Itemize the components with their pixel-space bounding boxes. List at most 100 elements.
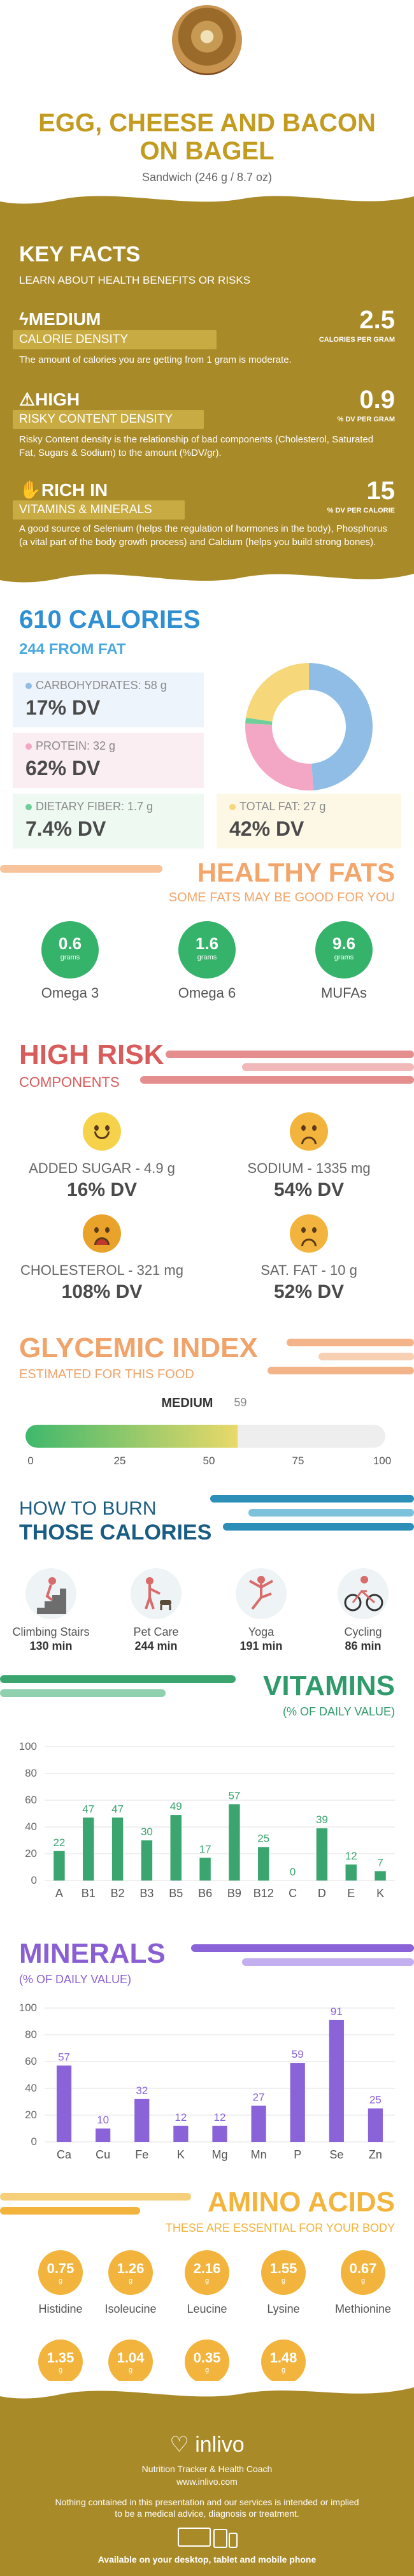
mineral-value-Mg: 12 bbox=[214, 2111, 226, 2123]
vitamin-bar-B2 bbox=[111, 1817, 124, 1881]
amino-circle-isoleucine: 1.26 g bbox=[108, 2250, 153, 2295]
vitamin-bar-K bbox=[375, 1871, 386, 1881]
mineral-ytick-1: 20 bbox=[25, 2109, 37, 2121]
burn-stripe-2 bbox=[248, 1509, 414, 1517]
gly-stripe-2 bbox=[318, 1353, 414, 1360]
gly-stripe-3 bbox=[268, 1367, 414, 1374]
happy-face-icon bbox=[83, 1112, 121, 1151]
carbohydrates-dv: 17% DV bbox=[25, 696, 101, 719]
wave-bottom-decoration bbox=[0, 561, 414, 583]
amino-label-isoleucine: Isoleucine bbox=[104, 2303, 157, 2315]
mineral-bar-Se bbox=[329, 2019, 344, 2142]
minerals-title: MINERALS bbox=[19, 1938, 166, 1969]
mineral-value-Cu: 10 bbox=[97, 2114, 109, 2126]
vitamins-minerals-unit: % DV PER CALORIE bbox=[327, 507, 395, 514]
risky-content-value: 0.9 bbox=[359, 386, 395, 414]
risky-content-description: Risky Content density is the relationshi… bbox=[19, 434, 374, 458]
vitamin-bar-D bbox=[316, 1828, 328, 1881]
mineral-bar-P bbox=[290, 2063, 305, 2142]
vitamins-minerals-label: VITAMINS & MINERALS bbox=[19, 503, 152, 516]
footer-disclaimer-2: to be a medical advice, diagnosis or tre… bbox=[115, 2508, 299, 2519]
vitamin-bar-B5 bbox=[170, 1815, 182, 1881]
mineral-bar-Mn bbox=[251, 2106, 266, 2142]
amino-circle-methionine: 0.67 g bbox=[341, 2250, 385, 2295]
key-facts-subtitle: LEARN ABOUT HEALTH BENEFITS OR RISKS bbox=[19, 274, 251, 286]
vitamin-value-B2: 47 bbox=[111, 1803, 124, 1815]
dog-walk-icon bbox=[131, 1568, 182, 1619]
calories-from-fat: 244 FROM FAT bbox=[19, 641, 126, 658]
yoga-time: 191 min bbox=[239, 1640, 283, 1652]
vitamins-minerals-level: ✋RICH IN bbox=[19, 480, 108, 500]
mufas-label: MUFAs bbox=[320, 985, 368, 1001]
amino-stripe-1 bbox=[0, 2193, 191, 2201]
amino-subtitle: THESE ARE ESSENTIAL FOR YOUR BODY bbox=[165, 2222, 395, 2234]
mineral-xtick-P: P bbox=[294, 2148, 301, 2161]
vitamins-subtitle: (% OF DAILY VALUE) bbox=[282, 1705, 395, 1718]
mineral-xtick-K: K bbox=[177, 2148, 185, 2161]
amino-circle-phenylalanine: 1.35 g bbox=[38, 2340, 83, 2384]
calorie-density-label: CALORIE DENSITY bbox=[19, 333, 129, 346]
total-fat-dv: 42% DV bbox=[229, 817, 304, 840]
mineral-value-Fe: 32 bbox=[136, 2085, 148, 2097]
mineral-value-Se: 91 bbox=[331, 2005, 343, 2018]
stairs-icon bbox=[25, 1568, 76, 1619]
risky-content-band bbox=[13, 410, 204, 429]
min-stripe-1 bbox=[191, 1944, 414, 1952]
risk-stripe-3 bbox=[140, 1076, 414, 1084]
devices-icon bbox=[172, 2524, 242, 2550]
high-risk-subtitle: COMPONENTS bbox=[19, 1074, 120, 1090]
footer-tagline: Nutrition Tracker & Health Coach bbox=[141, 2464, 273, 2474]
calorie-density-value: 2.5 bbox=[359, 306, 395, 334]
mineral-xtick-Zn: Zn bbox=[369, 2148, 382, 2161]
donut-slice-0 bbox=[309, 663, 373, 790]
amino-circle-lysine: 1.55 g bbox=[261, 2250, 306, 2295]
macros-donut-chart bbox=[245, 663, 373, 790]
risky-content-unit: % DV PER GRAM bbox=[337, 416, 395, 423]
sad-face-icon-2 bbox=[290, 1214, 328, 1253]
risky-content-label: RISKY CONTENT DENSITY bbox=[19, 412, 173, 426]
vitamins-minerals-value: 15 bbox=[366, 477, 396, 505]
vit-stripe-1 bbox=[0, 1675, 236, 1683]
vitamin-ytick-2: 40 bbox=[25, 1821, 37, 1833]
mineral-value-Ca: 57 bbox=[58, 2051, 70, 2063]
calories-section: 610 CALORIES 244 FROM FAT CARBOHYDRATES:… bbox=[0, 606, 414, 848]
risk-stripe-1 bbox=[166, 1051, 414, 1058]
amino-title: AMINO ACIDS bbox=[207, 2187, 395, 2218]
amino-circle-threonine: 1.04 g bbox=[108, 2340, 153, 2384]
pet-care-label: Pet Care bbox=[133, 1626, 179, 1638]
key-facts-section: KEY FACTS LEARN ABOUT HEALTH BENEFITS OR… bbox=[0, 185, 414, 561]
high-risk-section: HIGH RISK COMPONENTS ADDED SUGAR - 4.9 g… bbox=[0, 1026, 414, 1307]
donut-slice-1 bbox=[245, 723, 314, 790]
high-risk-title: HIGH RISK bbox=[19, 1039, 164, 1070]
vitamins-minerals-description: A good source of Selenium (helps the reg… bbox=[19, 523, 387, 548]
mineral-bar-Fe bbox=[134, 2099, 150, 2142]
footer-wave-decoration bbox=[0, 2381, 414, 2399]
burn-stripe-1 bbox=[210, 1495, 414, 1503]
vitamin-ytick-5: 100 bbox=[19, 1740, 37, 1752]
healthy-fats-section: HEALTHY FATS SOME FATS MAY BE GOOD FOR Y… bbox=[0, 848, 414, 1014]
angry-face-icon bbox=[83, 1214, 121, 1253]
thumbs-up-icon: ✋ bbox=[19, 480, 41, 500]
calorie-density-level: ϟMEDIUM bbox=[19, 309, 101, 329]
donut-slice-2 bbox=[245, 717, 273, 725]
vitamin-value-B9: 57 bbox=[228, 1789, 240, 1801]
sad-face-icon bbox=[290, 1112, 328, 1151]
cycling-label: Cycling bbox=[344, 1626, 382, 1638]
vitamin-value-E: 12 bbox=[345, 1850, 357, 1862]
vitamin-value-A: 22 bbox=[53, 1837, 65, 1849]
donut-slice-3 bbox=[246, 663, 309, 722]
vitamin-bar-B12 bbox=[258, 1847, 269, 1881]
healthy-fats-subtitle: SOME FATS MAY BE GOOD FOR YOU bbox=[168, 891, 395, 905]
added-sugar-label: ADDED SUGAR - 4.9 g bbox=[29, 1160, 175, 1176]
mineral-xtick-Se: Se bbox=[329, 2148, 343, 2161]
warning-icon: ⚠ bbox=[19, 389, 36, 409]
burn-title-line2: THOSE CALORIES bbox=[19, 1520, 212, 1545]
calories-title: 610 CALORIES bbox=[19, 606, 201, 634]
vitamin-xtick-A: A bbox=[55, 1887, 63, 1900]
mineral-bar-Mg bbox=[212, 2125, 227, 2142]
protein-dv: 62% DV bbox=[25, 757, 101, 780]
burn-title-line1: HOW TO BURN bbox=[19, 1498, 157, 1519]
vitamin-xtick-C: C bbox=[289, 1887, 297, 1900]
vitamin-ytick-0: 0 bbox=[31, 1874, 37, 1886]
bagel-sandwich-image bbox=[172, 5, 242, 75]
